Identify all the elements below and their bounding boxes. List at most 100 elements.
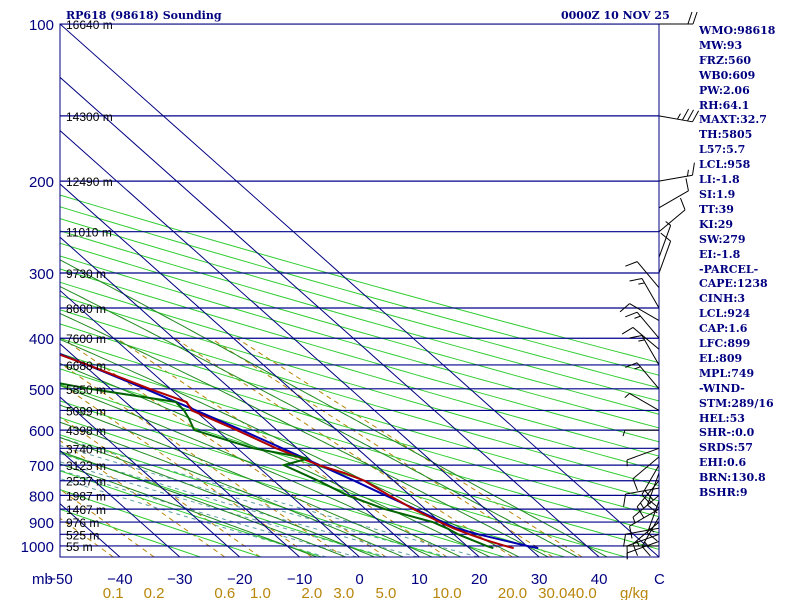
sounding-time: 0000Z 10 NOV 25 (561, 9, 670, 22)
moist-adiabat (60, 463, 317, 557)
index-entry: MAXT:32.7 (699, 113, 767, 127)
wind-barb (658, 232, 672, 274)
height-label: 976 m (66, 516, 99, 530)
temp-tick-label: 30 (531, 571, 548, 588)
station-title: RP618 (98618) Sounding (66, 9, 222, 22)
index-entry: RH:64.1 (699, 98, 750, 112)
index-entry: EHI:0.6 (699, 456, 747, 470)
wind-barb (629, 335, 660, 366)
wind-barb (641, 516, 660, 557)
dewpoint-trace (60, 382, 494, 550)
wind-barb (622, 429, 659, 437)
mixing-tick-label: 20.0 (498, 585, 527, 600)
temp-tick-label: 10 (411, 571, 428, 588)
moist-adiabat (60, 259, 608, 557)
pressure-label: 100 (29, 17, 54, 34)
wind-barb (658, 178, 689, 209)
moist-adiabat (60, 421, 404, 557)
height-label: 3123 m (66, 459, 106, 473)
wind-barb (646, 472, 660, 514)
index-entry: BSHR:9 (699, 486, 748, 500)
wet-bulb-line (60, 436, 479, 557)
wind-barb (625, 362, 660, 390)
index-entry: LCL:958 (699, 158, 751, 172)
temperature-trace (60, 353, 514, 550)
wind-barb (626, 447, 660, 467)
dry-adiabat (60, 206, 659, 376)
isotherm (60, 24, 659, 557)
plot-frame (59, 23, 660, 558)
dry-adiabat (60, 352, 659, 534)
index-entry: EI:-1.8 (699, 247, 741, 261)
dry-adiabat (60, 489, 262, 557)
index-entry: LI:-1.8 (699, 173, 740, 187)
height-label: 7600 m (66, 332, 106, 346)
mixing-tick-label: 40.0 (568, 585, 597, 600)
dry-adiabat (60, 309, 659, 487)
index-entry: STM:289/16 (699, 396, 774, 410)
height-label: 1987 m (66, 489, 106, 503)
wind-barb (629, 278, 660, 309)
height-label: 11010 m (66, 226, 112, 240)
celsius-unit-label: C (654, 571, 665, 588)
parcel-trace (60, 352, 539, 550)
pressure-label: 400 (29, 331, 54, 348)
wind-barb (632, 521, 660, 556)
wind-barb (629, 508, 660, 539)
pressure-label: 300 (29, 266, 54, 283)
index-entry: TT:39 (699, 202, 734, 216)
mixing-ratio-line (116, 337, 448, 557)
mb-unit-label: mb (32, 571, 53, 588)
dry-adiabat (60, 337, 659, 518)
mixing-tick-label: 1.0 (250, 585, 271, 600)
moist-adiabat (60, 385, 462, 557)
isotherm (60, 129, 540, 557)
height-label: 525 m (66, 528, 99, 542)
moist-adiabat (60, 363, 491, 557)
mixing-tick-label: 2.0 (301, 585, 322, 600)
pressure-label: 1000 (21, 539, 54, 556)
wind-barb (658, 197, 686, 233)
moist-adiabat (60, 436, 375, 557)
dry-adiabat (60, 295, 659, 472)
wet-bulb-line (60, 453, 418, 557)
height-label: 1467 m (66, 503, 106, 517)
index-entry: PW:2.06 (699, 83, 750, 97)
pressure-label: 700 (29, 458, 54, 475)
wind-barb (658, 108, 700, 123)
pressure-label: 800 (29, 488, 54, 505)
mixing-tick-label: 5.0 (376, 585, 397, 600)
isotherm (60, 449, 181, 557)
height-label: 2537 m (66, 475, 106, 489)
index-entry: -PARCEL- (699, 262, 759, 276)
moist-adiabat (60, 450, 346, 557)
index-entry: MW:93 (699, 38, 743, 52)
index-entry: SRDS:57 (699, 441, 753, 455)
wind-barb (619, 303, 660, 322)
background-grid (60, 24, 659, 557)
index-entry: -WIND- (699, 381, 745, 395)
height-label: 16640 m (66, 18, 113, 32)
dry-adiabat (60, 470, 322, 557)
isotherm (60, 183, 480, 557)
index-entry: L57:5.7 (699, 143, 746, 157)
temp-tick-label: −10 (287, 571, 312, 588)
index-entry: SI:1.9 (699, 187, 736, 201)
dry-adiabat (60, 508, 201, 557)
wind-barb (625, 261, 660, 288)
height-label: 5850 m (66, 383, 106, 397)
index-entry: BRN:130.8 (699, 471, 766, 485)
index-entry: SW:279 (699, 232, 746, 246)
indices-panel: WMO:98618 MW:93 FRZ:560 WB0:609 PW:2.06 RH:64… (699, 24, 799, 501)
wind-barb (632, 456, 660, 491)
index-entry: MPL:749 (699, 366, 755, 380)
height-label: 6688 m (66, 359, 106, 373)
temp-tick-label: 20 (471, 571, 488, 588)
dry-adiabat (60, 255, 659, 429)
index-entry: LFC:899 (699, 337, 751, 351)
mixing-tick-label: 10.0 (432, 585, 461, 600)
wind-barb (632, 494, 660, 524)
wind-barb (624, 392, 660, 411)
pressure-label: 600 (29, 423, 54, 440)
